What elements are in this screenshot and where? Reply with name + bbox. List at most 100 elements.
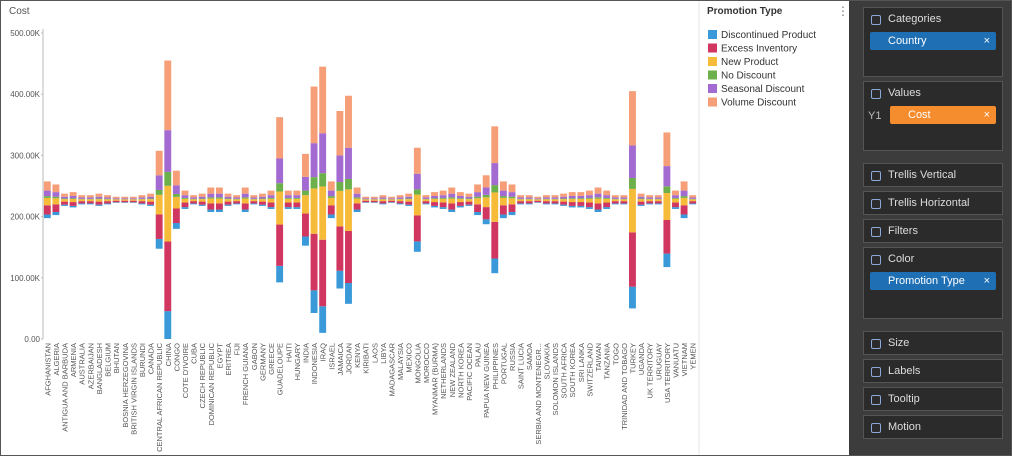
bar-segment xyxy=(689,203,697,205)
bar-segment xyxy=(302,190,309,196)
bar-segment xyxy=(508,184,516,193)
bar-segment xyxy=(551,203,559,205)
bar-segment xyxy=(172,208,180,224)
x-tick-label: UGANDA xyxy=(637,343,646,375)
bar-segment xyxy=(353,203,361,210)
x-tick-label: SRI LANKA xyxy=(577,343,586,382)
x-tick-label: DOMINICAN REPUBLIC xyxy=(207,342,216,425)
field-chip[interactable]: Cost xyxy=(890,106,996,124)
x-tick-label: PAPUA NEW GUINEA xyxy=(482,343,491,418)
card-title: Tooltip xyxy=(864,388,1002,410)
bar-segment xyxy=(207,197,215,199)
bar-segment xyxy=(396,195,404,198)
x-tick-label: LAOS xyxy=(370,343,379,363)
bar-segment xyxy=(138,197,146,199)
card-title: Labels xyxy=(864,360,1002,382)
x-tick-label: BRITISH VIRGIN ISLANDS xyxy=(129,343,138,435)
panel-card[interactable]: Trellis Horizontal xyxy=(863,191,1003,215)
x-tick-label: ANTIGUA AND BARBUDA xyxy=(61,343,70,432)
x-tick-label: AUSTRALIA xyxy=(78,343,87,385)
bar-segment xyxy=(525,203,533,205)
chart-title: Cost xyxy=(9,6,30,17)
bar-segment xyxy=(224,196,232,199)
chart: Cost Promotion Type ⋮ 0.00 100.00K 200.00K… xyxy=(9,1,849,455)
bar-segment xyxy=(327,205,335,215)
bar-segment xyxy=(267,207,275,209)
bar-segment xyxy=(603,202,611,208)
bar-segment xyxy=(474,184,482,193)
bar-segment xyxy=(190,201,198,204)
bar-segment xyxy=(672,197,679,199)
bar-segment xyxy=(190,199,198,202)
bar-segment xyxy=(491,258,499,274)
bar-segment xyxy=(319,173,327,187)
bar-segment xyxy=(215,198,223,204)
bar-segment xyxy=(370,199,378,201)
panel-card[interactable]: Categories Country xyxy=(863,7,1003,77)
bar-segment xyxy=(603,197,611,199)
panel-card[interactable]: Size xyxy=(863,331,1003,355)
x-tick-label: VANUATU xyxy=(671,343,680,378)
bar-segment xyxy=(431,198,438,200)
bar-segment xyxy=(310,188,318,234)
bar-segment xyxy=(345,178,352,190)
bar-segment xyxy=(577,198,585,200)
axis-label: Y1 xyxy=(868,110,882,122)
bar-segment xyxy=(405,199,413,202)
bar-segment xyxy=(86,199,94,202)
bar-segment xyxy=(104,195,111,198)
x-tick-label: HUNGARY xyxy=(293,343,302,380)
bar-segment xyxy=(405,193,413,197)
bar-segment xyxy=(172,170,180,186)
bar-segment xyxy=(465,201,473,205)
bar-segment xyxy=(69,192,77,196)
bar-segment xyxy=(327,190,335,197)
bar-segment xyxy=(388,198,395,200)
bar-segment xyxy=(637,198,645,200)
bar-segment xyxy=(646,199,654,202)
y-tick-label: 400.00K xyxy=(10,90,40,99)
x-tick-label: CUBA xyxy=(190,343,199,364)
bar-segment xyxy=(302,176,309,191)
panel-card[interactable]: Trellis Vertical xyxy=(863,163,1003,187)
bar-segment xyxy=(663,193,671,220)
menu[interactable]: ⋮ xyxy=(837,4,849,18)
bar-segment xyxy=(43,196,51,198)
panel-card[interactable]: Color Promotion Type xyxy=(863,247,1003,319)
bar-segment xyxy=(61,199,68,202)
x-tick-label: KENYA xyxy=(353,343,362,368)
x-tick-label: URUGUAY xyxy=(654,343,663,380)
bar-segment xyxy=(112,202,120,203)
bar-segment xyxy=(43,190,51,197)
bar-segment xyxy=(224,198,232,200)
bar-segment xyxy=(293,190,301,196)
bar-segment xyxy=(568,198,576,200)
bar-segment xyxy=(69,205,77,208)
x-tick-label: COTE D'IVOIRE xyxy=(181,343,190,398)
bar-segment xyxy=(43,214,51,219)
panel-card[interactable]: Labels xyxy=(863,359,1003,383)
panel-card[interactable]: Values Y1 Cost xyxy=(863,81,1003,151)
bar-segment xyxy=(517,203,525,205)
bar-segment xyxy=(258,199,266,202)
bar-segment xyxy=(491,192,499,222)
x-tick-label: BELGIUM xyxy=(104,343,113,377)
bar-segment xyxy=(267,195,275,198)
field-chip[interactable]: Country xyxy=(870,32,996,50)
panel-card[interactable]: Filters xyxy=(863,219,1003,243)
field-chip[interactable]: Promotion Type xyxy=(870,272,996,290)
panel-card[interactable]: Tooltip xyxy=(863,387,1003,411)
bar-segment xyxy=(542,199,550,202)
bar-segment xyxy=(482,187,490,195)
bar-segment xyxy=(198,204,206,206)
bar-segment xyxy=(508,198,516,205)
bar-segment xyxy=(319,239,327,307)
bar-segment xyxy=(215,187,223,194)
panel-card[interactable]: Motion xyxy=(863,415,1003,439)
bar-segment xyxy=(396,201,404,204)
bar-segment xyxy=(61,193,68,197)
bar-segment xyxy=(276,265,284,283)
bar-segment xyxy=(542,201,550,204)
legend-swatch xyxy=(708,70,717,80)
bar-segment xyxy=(112,200,120,203)
